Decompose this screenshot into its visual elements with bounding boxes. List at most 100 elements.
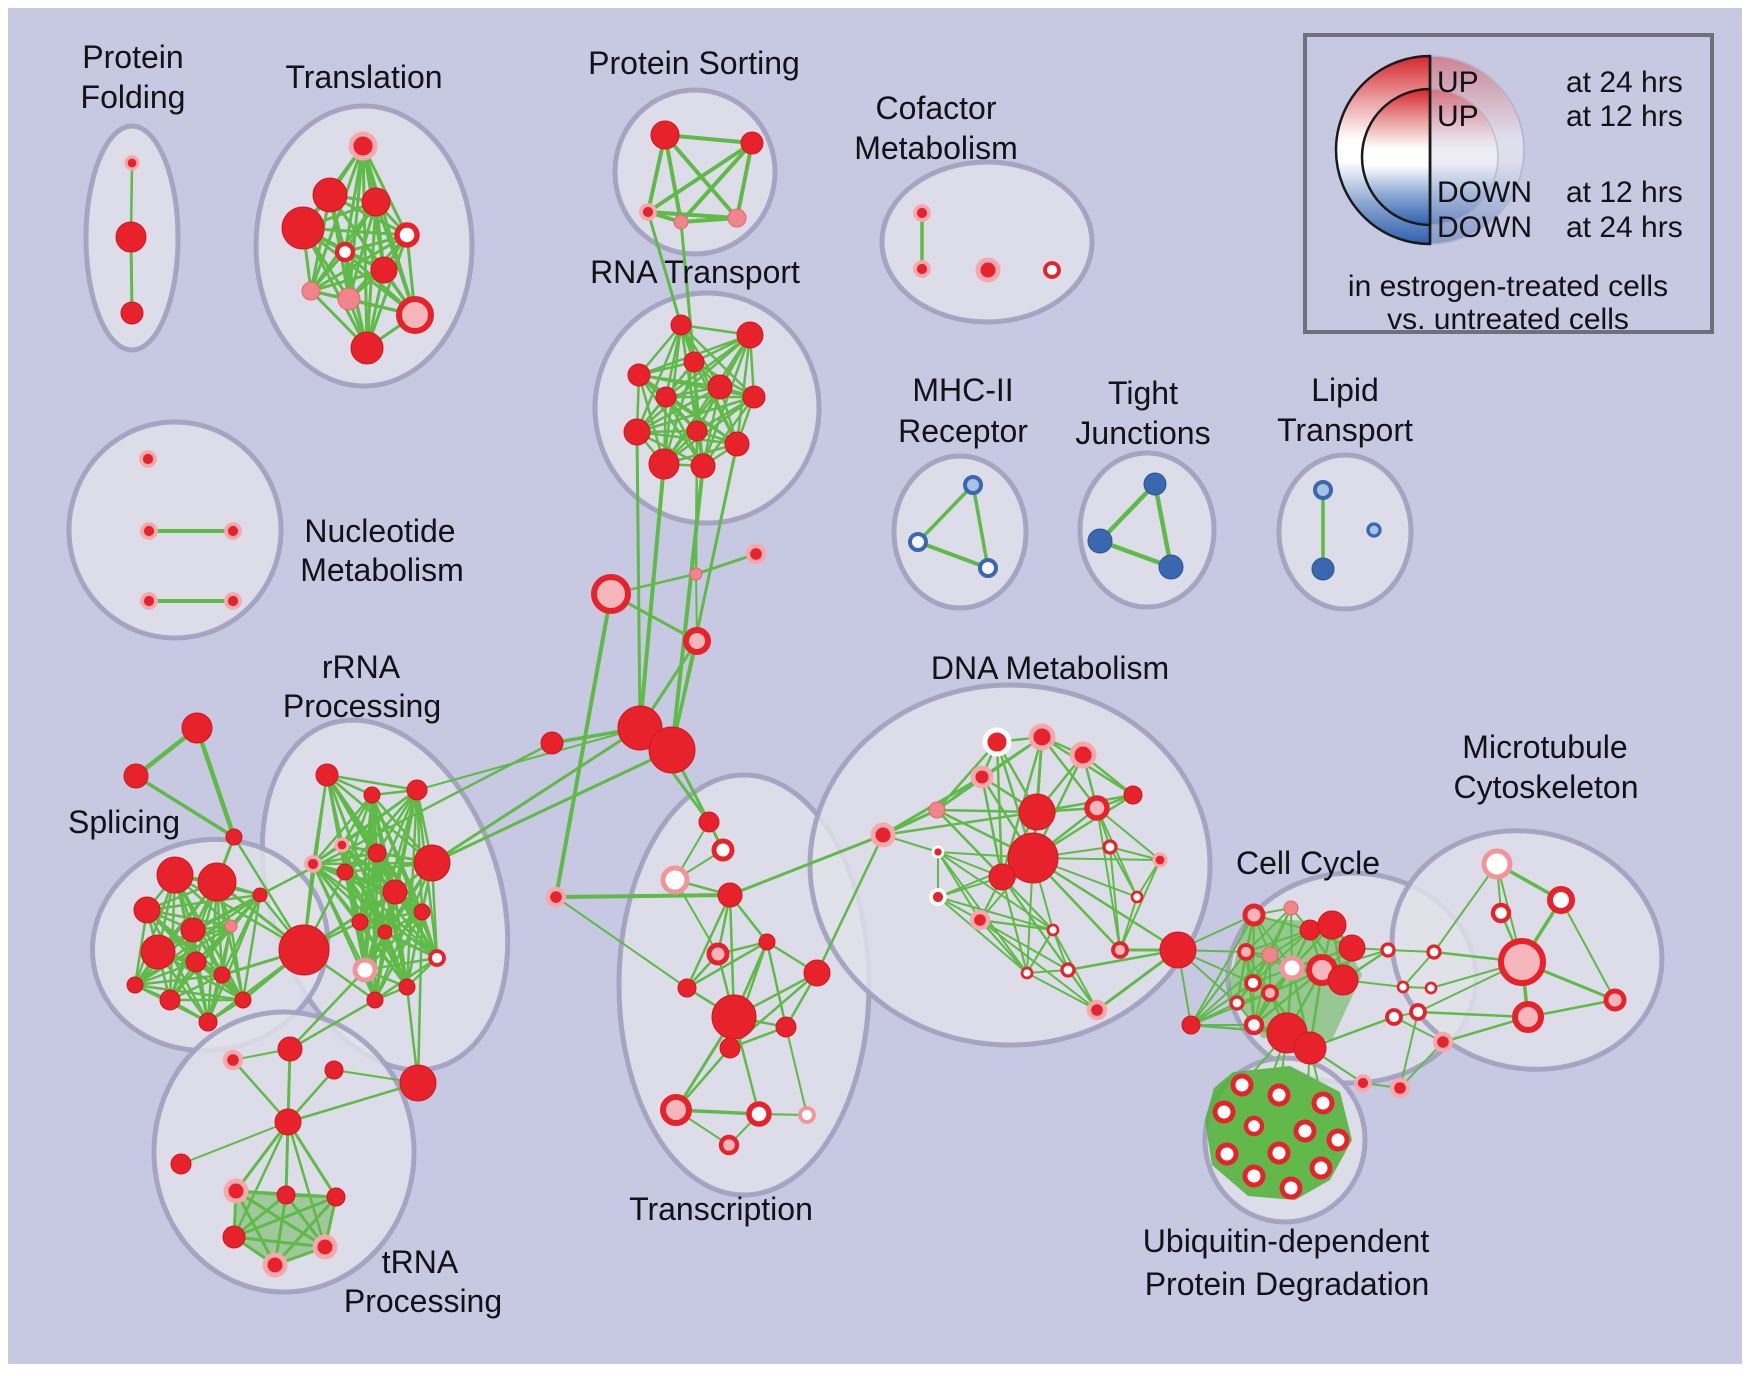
network-node-tc-110[interactable] <box>711 994 757 1040</box>
network-node-rr-75[interactable] <box>406 779 428 801</box>
network-node-pf-2[interactable] <box>120 301 144 325</box>
network-node-sp-58[interactable] <box>225 828 243 846</box>
network-node-cc-142[interactable] <box>1299 919 1321 941</box>
network-node-rr-76[interactable] <box>334 837 350 853</box>
network-node-cc-147[interactable] <box>1279 955 1305 981</box>
network-node-co-51[interactable] <box>591 574 631 614</box>
network-node-co-53[interactable] <box>617 705 663 751</box>
network-node-ps-16[interactable] <box>639 203 657 221</box>
network-node-sp-64[interactable] <box>252 887 268 903</box>
network-node-pf-1[interactable] <box>115 221 147 253</box>
network-node-tc-108[interactable] <box>677 978 697 998</box>
network-node-dm-117[interactable] <box>870 822 896 848</box>
network-node-rr-88[interactable] <box>366 991 384 1009</box>
network-node-co-55[interactable] <box>540 731 564 755</box>
network-node-co-50[interactable] <box>745 543 767 565</box>
network-node-tc-103[interactable] <box>660 865 690 895</box>
network-node-tr-8[interactable] <box>334 241 356 263</box>
network-node-ps-14[interactable] <box>650 120 680 150</box>
network-node-dm-135[interactable] <box>1060 962 1076 978</box>
network-node-tj-40[interactable] <box>1158 554 1184 580</box>
network-node-tc-101[interactable] <box>698 811 720 833</box>
network-node-sp-56[interactable] <box>181 712 213 744</box>
network-node-ub-181[interactable] <box>1309 1156 1333 1180</box>
network-node-tc-102[interactable] <box>711 838 735 862</box>
network-node-tc-111[interactable] <box>719 1037 741 1059</box>
network-node-tr-7[interactable] <box>394 222 420 248</box>
network-node-rt-29[interactable] <box>742 385 766 409</box>
network-node-dm-131[interactable] <box>931 845 945 859</box>
network-node-rr-82[interactable] <box>351 913 369 931</box>
network-node-cm-21[interactable] <box>975 257 1001 283</box>
network-node-sp-66[interactable] <box>185 951 207 973</box>
network-node-tc-107[interactable] <box>758 933 776 951</box>
network-node-dm-132[interactable] <box>929 888 947 906</box>
network-node-mt-171[interactable] <box>1603 988 1627 1012</box>
network-node-ub-172[interactable] <box>1230 1073 1254 1097</box>
network-node-sp-61[interactable] <box>133 896 161 924</box>
network-node-cc-150[interactable] <box>1244 974 1262 992</box>
network-node-cc-141[interactable] <box>1283 900 1299 916</box>
network-node-dm-118[interactable] <box>982 727 1012 757</box>
network-node-tc-114[interactable] <box>746 1101 772 1127</box>
network-node-ub-178[interactable] <box>1326 1128 1350 1152</box>
network-node-tr-11[interactable] <box>337 287 361 311</box>
network-node-rr-79[interactable] <box>336 863 354 881</box>
network-node-sp-63[interactable] <box>224 919 238 933</box>
network-node-ub-175[interactable] <box>1212 1100 1236 1124</box>
network-node-tr-6[interactable] <box>281 206 325 250</box>
network-node-rt-30[interactable] <box>623 418 651 446</box>
network-node-ub-173[interactable] <box>1267 1083 1291 1107</box>
network-node-tr-3[interactable] <box>348 131 378 161</box>
network-node-tn-99[interactable] <box>262 1252 288 1278</box>
network-node-ps-15[interactable] <box>740 131 764 155</box>
network-node-tc-104[interactable] <box>717 882 743 908</box>
network-node-rt-26[interactable] <box>627 363 651 387</box>
network-node-mt-170[interactable] <box>1512 1001 1544 1033</box>
network-node-dm-136[interactable] <box>1020 966 1034 980</box>
network-node-tr-12[interactable] <box>396 296 434 334</box>
network-node-sp-71[interactable] <box>198 1012 218 1032</box>
network-node-rt-34[interactable] <box>690 453 716 479</box>
network-node-tr-10[interactable] <box>301 281 321 301</box>
network-node-cm-19[interactable] <box>913 204 931 222</box>
network-node-cc-157[interactable] <box>1380 942 1396 958</box>
network-node-ub-179[interactable] <box>1215 1142 1239 1166</box>
network-node-lt-41[interactable] <box>1313 480 1333 500</box>
network-node-rt-25[interactable] <box>683 351 705 373</box>
network-node-mt-167[interactable] <box>1547 886 1575 914</box>
network-node-rr-89[interactable] <box>399 1064 437 1102</box>
network-node-mt-165[interactable] <box>1432 1031 1454 1053</box>
network-node-dm-134[interactable] <box>1046 923 1060 937</box>
network-node-dm-120[interactable] <box>1069 741 1097 769</box>
network-node-tn-94[interactable] <box>223 1178 249 1204</box>
network-node-sp-72[interactable] <box>278 924 330 976</box>
network-node-tr-9[interactable] <box>370 256 398 284</box>
network-node-rt-32[interactable] <box>724 431 750 457</box>
network-node-lt-43[interactable] <box>1366 522 1382 538</box>
network-node-sp-65[interactable] <box>140 934 176 970</box>
network-node-co-49[interactable] <box>689 567 703 581</box>
network-node-cc-151[interactable] <box>1261 984 1279 1002</box>
network-node-rr-85[interactable] <box>428 949 446 967</box>
network-node-cm-20[interactable] <box>913 260 931 278</box>
network-node-pf-0[interactable] <box>124 155 140 171</box>
network-node-ps-18[interactable] <box>727 208 747 228</box>
network-node-rt-28[interactable] <box>707 374 733 400</box>
network-node-rr-81[interactable] <box>382 879 408 905</box>
network-node-dm-128[interactable] <box>1102 839 1118 855</box>
network-node-dm-121[interactable] <box>970 765 994 789</box>
network-node-cc-155[interactable] <box>1293 1031 1327 1065</box>
network-node-dm-127[interactable] <box>1123 785 1143 805</box>
network-node-cc-160[interactable] <box>1354 1074 1372 1092</box>
network-node-tc-106[interactable] <box>706 942 730 966</box>
network-node-tn-98[interactable] <box>312 1234 338 1260</box>
network-node-cc-149[interactable] <box>1327 964 1359 996</box>
network-node-tn-92[interactable] <box>274 1108 302 1136</box>
network-node-tr-13[interactable] <box>350 331 384 365</box>
network-node-ub-182[interactable] <box>1242 1164 1266 1188</box>
network-node-rr-83[interactable] <box>377 924 393 940</box>
network-node-dm-139[interactable] <box>1086 999 1108 1021</box>
network-node-tn-91[interactable] <box>222 1049 244 1071</box>
network-node-rr-78[interactable] <box>367 843 387 863</box>
